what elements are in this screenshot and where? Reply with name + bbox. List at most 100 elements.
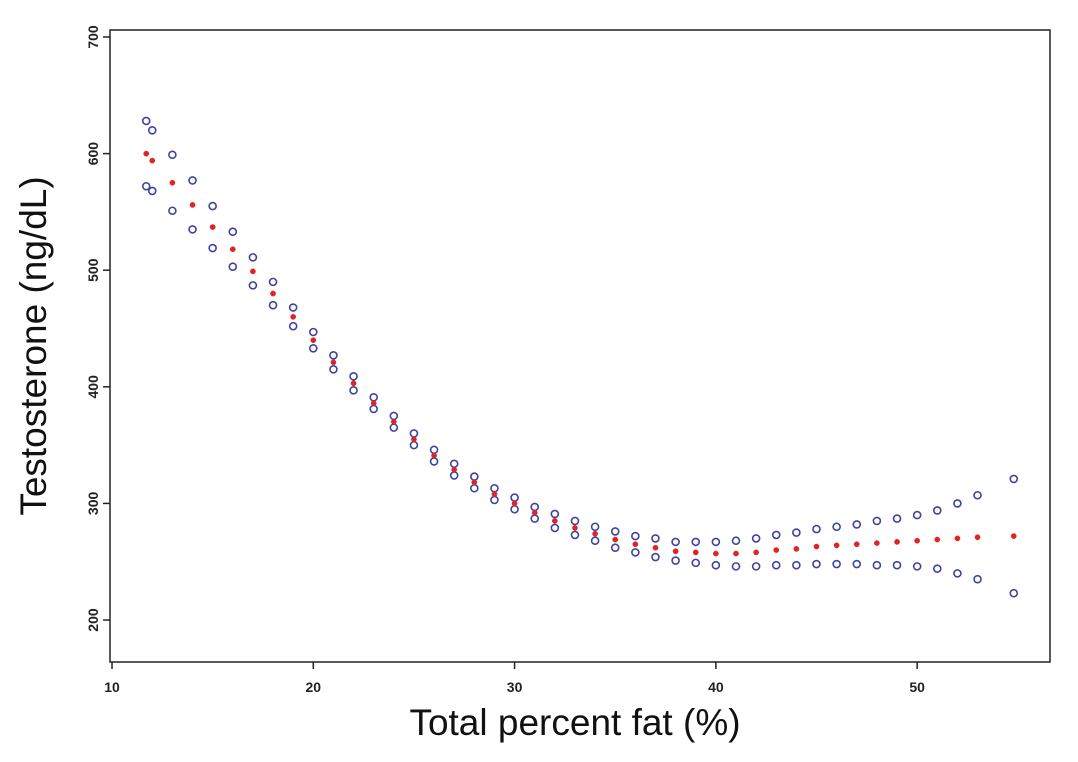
point [832,522,841,532]
point [188,225,197,234]
point [590,522,600,532]
point [792,560,801,570]
point [833,542,840,549]
point [572,525,578,531]
point [229,246,236,253]
point [773,547,780,553]
point [149,157,156,164]
point [932,564,942,574]
point [208,201,217,211]
point [652,544,659,551]
point [429,445,439,455]
point [268,277,278,287]
point [429,457,439,466]
point [389,423,399,432]
point [610,527,620,536]
point [631,531,640,541]
point [932,506,942,515]
point [832,559,841,569]
point [470,472,479,481]
point [147,125,157,135]
point [892,560,902,570]
point [268,300,278,310]
point [793,546,800,552]
point [671,537,680,547]
point [1009,474,1019,484]
point [510,493,519,502]
point [852,559,862,569]
point [590,536,600,546]
point [330,359,337,366]
point [711,537,721,547]
point [389,411,399,421]
point [812,559,821,569]
point [1009,588,1019,598]
point [209,224,216,230]
point [570,516,580,526]
point [974,534,981,541]
y-tick-label: 600 [85,142,101,166]
point [409,429,419,438]
point [973,574,982,584]
point [369,404,378,414]
point [511,500,518,507]
point [934,536,941,543]
point [248,281,258,290]
point [751,562,761,571]
point [771,560,781,570]
point [349,372,358,381]
point [168,206,177,216]
point [288,321,298,331]
point [449,471,459,480]
point [189,202,196,208]
point [491,491,498,497]
y-tick-label: 400 [85,375,101,399]
point [329,351,338,360]
point [731,562,741,571]
point [228,227,238,237]
point [490,483,499,493]
x-tick-label: 10 [104,679,120,695]
point [954,535,961,542]
point [872,516,882,526]
point [550,523,560,533]
x-tick-label: 50 [909,679,925,695]
point [612,536,619,543]
point [691,558,701,568]
point [894,539,900,545]
y-tick-label: 700 [85,25,101,49]
point [471,479,478,486]
point [812,524,821,534]
point [370,400,377,406]
point [350,380,357,387]
point [531,509,538,516]
point [610,543,620,553]
point [308,327,318,337]
point [169,179,176,186]
point [852,520,862,529]
point [711,560,721,570]
x-tick-label: 40 [708,679,724,695]
point [731,536,741,546]
x-axis-title: Total percent fat (%) [409,702,740,743]
point [632,541,639,548]
point [530,502,540,512]
point [912,510,922,520]
point [1010,533,1017,539]
point [449,459,459,469]
point [369,393,378,402]
point [751,534,761,543]
point [308,344,318,353]
point [692,549,699,556]
point [953,569,962,578]
y-axis-title: Testosterone (ng/dL) [13,176,54,515]
point [651,552,660,562]
point [141,181,151,191]
point [631,548,640,557]
point [914,537,921,544]
point [168,150,177,160]
point [510,504,519,514]
point [470,483,479,493]
x-tick-label: 30 [507,679,523,695]
